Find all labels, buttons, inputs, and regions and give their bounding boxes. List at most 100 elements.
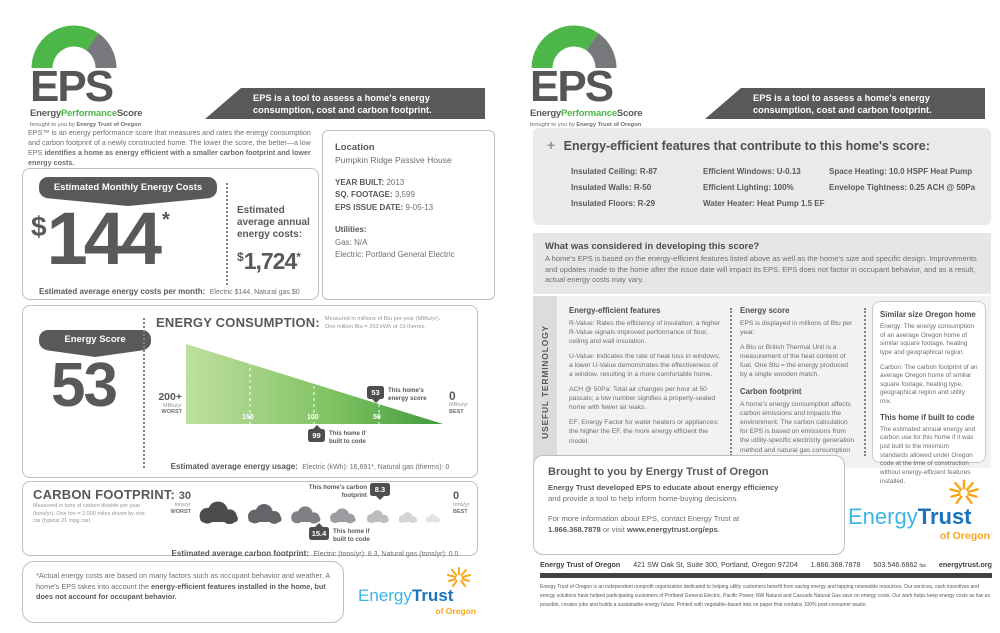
- carbon-best-label: BEST: [453, 508, 468, 515]
- carbon-best-value: 0: [453, 490, 460, 502]
- energy-wedge-chart: 150 100 50: [186, 344, 443, 424]
- eps-banner: EPS is a tool to assess a home's energy …: [205, 88, 485, 119]
- et-trust-text: Trust: [411, 586, 454, 605]
- energy-axis-best: 0 MBtu/yr BEST: [449, 390, 477, 415]
- energy-consumption-title: ENERGY CONSUMPTION:: [156, 315, 320, 330]
- carbon-footprint-box: CARBON FOOTPRINT: Measured in tons of ca…: [22, 481, 478, 558]
- eps-logo-word: EPS: [30, 62, 114, 111]
- brought-box: Brought to you by Energy Trust of Oregon…: [533, 455, 845, 555]
- features-title: Energy-efficient features that contribut…: [563, 139, 930, 153]
- features-col-3: Space Heating: 10.0 HSPF Heat Pump Envel…: [829, 164, 975, 196]
- annual-cost-label: Estimated average annual energy costs:: [237, 205, 310, 240]
- carbon-home-marker: 8.3: [370, 483, 390, 500]
- footer-phone: 1.866.368.7878: [810, 560, 861, 569]
- intro-bold: identifies a home as energy efficient wi…: [28, 148, 311, 168]
- axis-worst-label: WORST: [161, 409, 182, 416]
- logo-performance: Performance: [61, 107, 117, 119]
- sun-icon: [447, 567, 471, 587]
- eps-arch-icon: [31, 25, 117, 69]
- dotted-divider: [730, 308, 732, 456]
- intro-normal: EPS™ is an energy performance score that…: [28, 128, 311, 158]
- features-col-2: Efficient Windows: U-0.13 Efficient Ligh…: [703, 164, 825, 212]
- energy-usage-value: Electric (kWh): 16,691*, Natural gas (th…: [302, 464, 450, 471]
- feature-item: Insulated Walls: R-50: [571, 183, 652, 192]
- dotted-divider: [143, 318, 145, 468]
- plus-icon: +: [547, 137, 556, 153]
- footer-fax: 503.546.6862 fax: [873, 560, 926, 569]
- footer-fineprint: Energy Trust of Oregon is an independent…: [540, 584, 990, 608]
- et-of-oregon-text: of Oregon: [939, 530, 990, 542]
- location-details: YEAR BUILT: 2013 SQ. FOOTAGE: 3,599 EPS …: [335, 177, 482, 261]
- feature-item: Envelope Tightness: 0.25 ACH @ 50Pa: [829, 183, 976, 192]
- tagline-pre: brought to you by: [530, 121, 577, 128]
- eps-logo-subtitle: EnergyPerformanceScore: [30, 108, 150, 119]
- feature-item: Efficient Windows: U-0.13: [703, 167, 801, 176]
- eps-arch-icon: [531, 25, 617, 69]
- logo-energy: Energy: [530, 107, 562, 119]
- carbon-code-marker-label: This home if built to code: [333, 528, 370, 543]
- tick-label-150: 150: [242, 414, 254, 421]
- terminology-paragraph: A Btu or British Thermal Unit is a measu…: [740, 344, 849, 379]
- eps-url-link[interactable]: www.energytrust.org/eps: [626, 525, 718, 534]
- eps-logo-word: EPS: [530, 62, 614, 111]
- axis-worst-unit: MBtu/yr: [163, 402, 182, 409]
- carbon-worst-value: 30: [178, 490, 191, 502]
- per-month-line: Estimated average energy costs per month…: [39, 281, 300, 299]
- terminology-paragraph: Carbon: The carbon footprint of an avera…: [880, 363, 978, 406]
- carbon-footer-label: Estimated average carbon footprint:: [171, 549, 309, 558]
- energy-note-2: One million Btu = 293 kWh or 10 therms.: [324, 323, 426, 330]
- et-energy-text: Energy: [848, 504, 918, 529]
- annual-cost-block: Estimated average annual energy costs: $…: [237, 205, 317, 275]
- footer-contact-row: Energy Trust of Oregon 421 SW Oak St, Su…: [540, 560, 992, 569]
- brought-body-2-pre: For more information about EPS, contact …: [548, 514, 740, 523]
- energy-score-value: 53: [51, 351, 118, 420]
- sun-icon: [949, 479, 979, 505]
- tick-label-50: 50: [373, 414, 381, 421]
- terminology-col-1: Energy-efficient features R-Value: Rates…: [569, 306, 721, 452]
- location-name: Pumpkin Ridge Passive House: [335, 155, 452, 165]
- issue-date-row: EPS ISSUE DATE: 9-05-13: [335, 202, 482, 214]
- terminology-paragraph: EF: Energy Factor for water heaters or a…: [569, 419, 719, 445]
- brought-body-2: For more information about EPS, contact …: [548, 513, 830, 535]
- sq-footage-label: SQ. FOOTAGE:: [335, 190, 393, 200]
- sq-footage-value: 3,599: [394, 190, 415, 200]
- carbon-note: Measured in tons of carbon dioxide per y…: [33, 503, 145, 525]
- per-month-value: Electric $144, Natural gas $0: [209, 289, 300, 296]
- terminology-sidebar-label: USEFUL TERMINOLOGY: [540, 325, 550, 439]
- annual-amount: 1,724: [243, 248, 298, 274]
- per-month-label: Estimated average energy costs per month…: [39, 287, 206, 296]
- footer-divider-bar: [540, 573, 992, 578]
- energy-consumption-box: Energy Score 53 ENERGY CONSUMPTION: Meas…: [22, 305, 478, 478]
- utilities-gas: Gas: N/A: [335, 237, 368, 247]
- footnote-bold: energy-efficient features installed in t…: [36, 581, 326, 602]
- eps-logo-subtitle: EnergyPerformanceScore: [530, 108, 650, 119]
- monthly-asterisk: *: [162, 209, 170, 231]
- year-built-row: YEAR BUILT: 2013: [335, 177, 482, 189]
- location-label: Location: [335, 142, 375, 153]
- terminology-section: USEFUL TERMINOLOGY Energy-efficient feat…: [533, 296, 991, 485]
- et-of-oregon-text: of Oregon: [435, 606, 476, 616]
- feature-item: Efficient Lighting: 100%: [703, 183, 794, 192]
- energy-usage-line: Estimated average energy usage: Electric…: [143, 456, 477, 474]
- contact-phone: 1.866.368.7878: [548, 525, 601, 534]
- tagline-pre: brought to you by: [30, 121, 77, 128]
- utilities-label: Utilities:: [335, 225, 367, 235]
- energy-trust-wordmark: EnergyTrust: [358, 586, 476, 606]
- page1-header: EPS EnergyPerformanceScore brought to yo…: [0, 0, 500, 128]
- feature-item: Insulated Floors: R-29: [571, 199, 656, 208]
- page2-header: EPS EnergyPerformanceScore brought to yo…: [500, 0, 1000, 128]
- terminology-paragraph: ACH @ 50Pa: Total air changes per hour a…: [569, 386, 716, 412]
- monthly-cost-amount: $ 144 *: [31, 201, 170, 275]
- carbon-footer-value: Electric (tons/yr): 8.3, Natural gas (to…: [313, 551, 459, 558]
- carbon-home-marker-label: This home's carbon footprint: [308, 484, 367, 499]
- axis-best-value: 0: [449, 389, 456, 403]
- feature-item: Space Heating: 10.0 HSPF Heat Pump: [829, 167, 973, 176]
- footnote-normal: *Actual energy costs are based on many f…: [36, 571, 330, 591]
- footer-website-link[interactable]: energytrust.org: [938, 560, 992, 569]
- features-title-row: + Energy-efficient features that contrib…: [547, 137, 930, 155]
- intro-text: EPS™ is an energy performance score that…: [28, 128, 320, 168]
- monthly-cost-badge: Estimated Monthly Energy Costs: [39, 177, 217, 206]
- energy-usage-label: Estimated average energy usage:: [170, 462, 298, 471]
- terminology-paragraph: The estimated annual energy and carbon u…: [880, 425, 976, 485]
- eps-banner: EPS is a tool to assess a home's energy …: [705, 88, 985, 119]
